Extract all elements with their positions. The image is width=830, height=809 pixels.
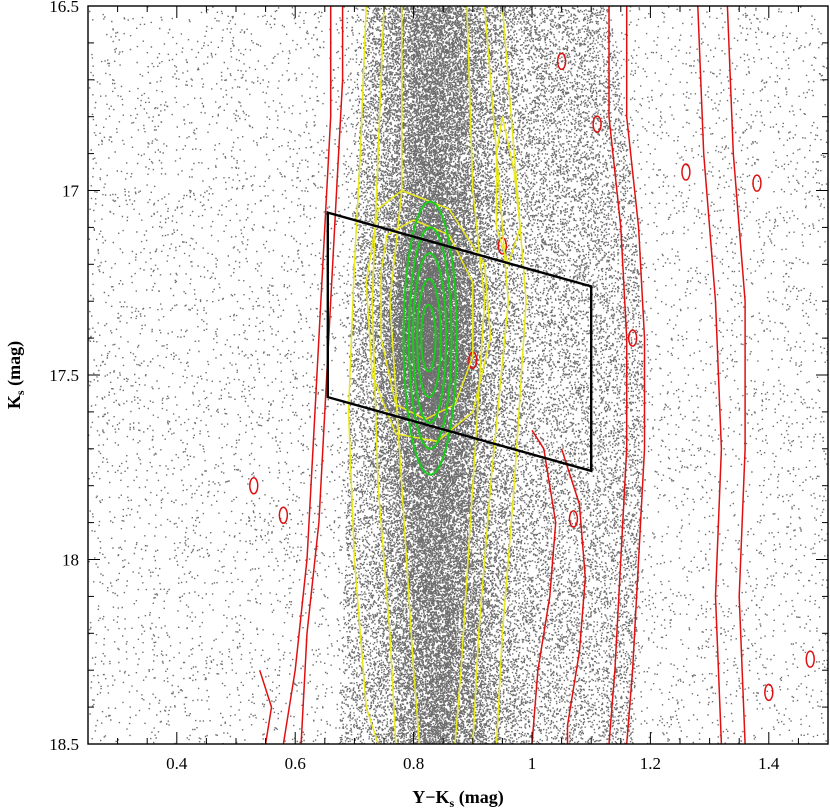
x-tick-label: 1: [528, 754, 537, 773]
x-axis-label: Y−Ks (mag): [412, 787, 503, 809]
x-tick-label: 0.8: [403, 754, 424, 773]
x-tick-label: 1.2: [640, 754, 661, 773]
y-tick-label: 18: [62, 551, 79, 570]
y-tick-label: 16.5: [49, 0, 79, 16]
y-axis-label: Ks (mag): [4, 341, 27, 409]
x-tick-label: 0.6: [285, 754, 306, 773]
x-axis-label-unit: (mag): [454, 787, 503, 808]
x-tick-label: 1.4: [758, 754, 780, 773]
y-tick-label: 18.5: [49, 735, 79, 754]
y-tick-label: 17.5: [49, 366, 79, 385]
x-tick-label: 0.4: [166, 754, 188, 773]
y-axis-label-unit: (mag): [4, 341, 25, 390]
x-axis-label-main: Y−K: [412, 787, 449, 807]
y-tick-label: 17: [62, 182, 80, 201]
y-axis-label-main: K: [4, 395, 24, 409]
